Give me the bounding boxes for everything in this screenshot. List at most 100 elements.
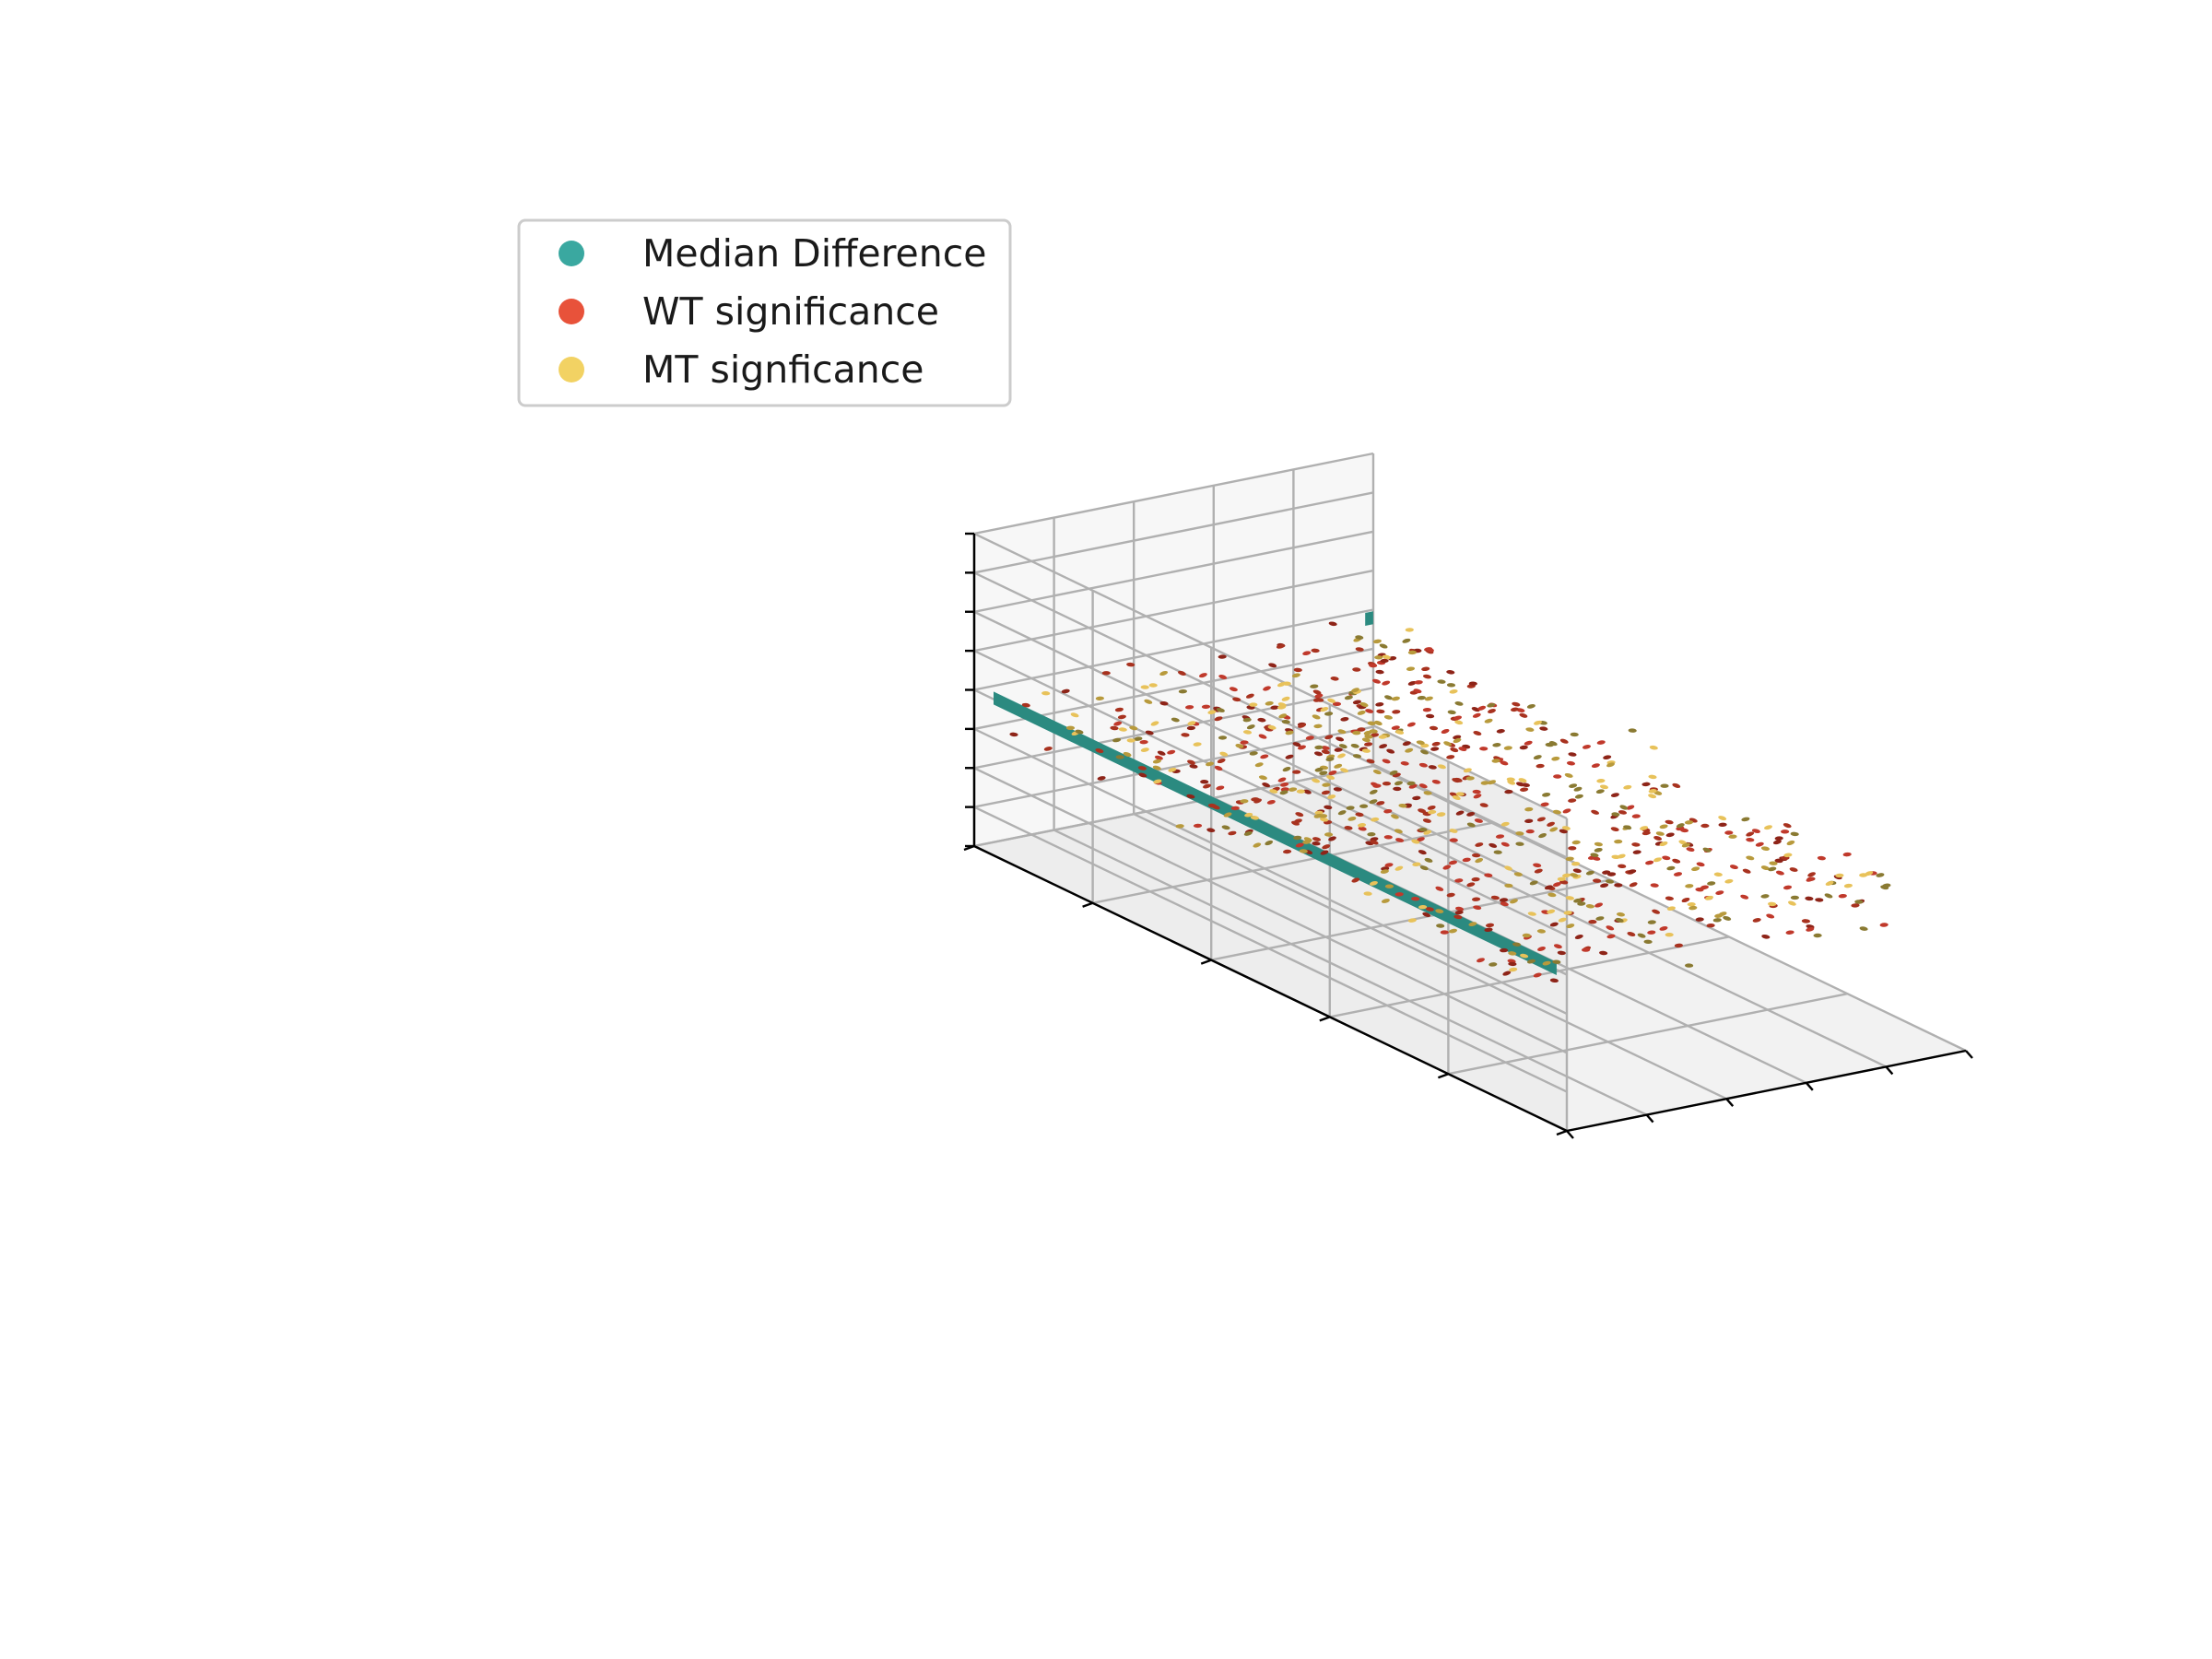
wt-point-112 [1245, 693, 1254, 699]
mt-point-143 [1595, 789, 1605, 794]
wt-point-178 [1412, 795, 1421, 801]
mt-point-238 [1112, 737, 1122, 743]
wt-point-37 [1321, 746, 1330, 750]
mt-point-182 [1487, 702, 1496, 708]
wt-point-367 [1422, 818, 1431, 823]
mt-point-177 [1337, 729, 1347, 735]
wt-point-210 [1479, 747, 1488, 751]
wt-point-404 [1599, 950, 1608, 956]
mt-point-265 [1648, 794, 1657, 799]
wt-point-270 [1448, 860, 1458, 865]
wt-point-284 [1490, 895, 1500, 900]
mt-point-315 [1585, 904, 1594, 909]
mt-point-179 [1436, 924, 1445, 928]
mt-point-234 [1859, 926, 1868, 931]
wt-point-1 [1559, 829, 1568, 834]
wt-point-38 [1358, 826, 1367, 831]
wt-point-252 [1789, 867, 1798, 872]
mt-point-219 [1768, 866, 1777, 872]
mt-point-288 [1724, 878, 1734, 884]
mt-point-254 [1648, 774, 1657, 780]
mt-point-51 [1437, 679, 1446, 684]
wt-point-224 [1382, 781, 1392, 786]
wt-point-7 [1418, 850, 1427, 855]
mt-point-299 [1623, 784, 1632, 790]
mt-point-82 [1418, 904, 1428, 910]
wt-point-70 [1431, 741, 1441, 747]
wt-point-141 [1537, 947, 1546, 951]
wt-point-387 [1631, 842, 1641, 847]
wt-point-409 [1729, 865, 1738, 870]
wt-point-419 [1369, 663, 1378, 668]
mt-point-296 [1854, 900, 1864, 904]
wt-point-211 [1525, 829, 1535, 834]
mt-point-266 [1684, 820, 1694, 825]
wt-point-326 [1386, 748, 1395, 754]
mt-point-236 [1171, 717, 1180, 723]
mt-point-58 [1492, 743, 1501, 747]
wt-point-203 [1838, 893, 1847, 899]
mt-point-268 [1175, 824, 1184, 829]
wt-point-147 [1500, 760, 1509, 766]
wt-point-376 [1766, 913, 1775, 919]
mt-point-5 [1666, 906, 1676, 912]
mt-point-245 [1436, 812, 1445, 818]
wt-point-165 [1519, 712, 1528, 718]
wt-point-334 [1364, 742, 1373, 747]
wt-point-174 [1641, 782, 1651, 787]
wt-point-380 [1781, 830, 1790, 834]
series-0 [994, 611, 1557, 975]
mt-point-14 [1371, 817, 1380, 822]
wt-point-411 [1801, 919, 1810, 924]
wt-point-288 [1187, 759, 1195, 765]
wt-point-199 [1429, 725, 1439, 731]
tick-x-1 [1645, 1113, 1654, 1124]
mt-point-72 [1594, 847, 1603, 853]
wt-point-414 [1453, 777, 1463, 782]
mt-point-39 [1193, 742, 1202, 747]
mt-point-329 [1115, 755, 1124, 759]
mt-point-243 [1552, 959, 1561, 964]
wt-point-336 [1553, 774, 1562, 779]
wt-point-103 [1500, 947, 1509, 953]
wt-point-241 [1295, 812, 1304, 818]
wt-point-205 [1752, 918, 1761, 923]
wt-point-187 [1632, 850, 1641, 854]
wt-point-359 [1672, 858, 1681, 864]
wt-point-100 [1333, 787, 1342, 792]
mt-point-309 [1402, 638, 1411, 643]
mt-point-180 [1647, 920, 1656, 924]
mt-point-284 [1351, 688, 1359, 693]
mt-point-168 [1614, 839, 1623, 844]
wt-point-239 [1496, 729, 1505, 734]
wt-point-133 [1292, 770, 1301, 774]
mt-point-186 [1411, 839, 1420, 844]
wt-point-273 [1214, 716, 1223, 722]
mt-point-308 [1352, 730, 1361, 735]
mt-point-99 [1363, 730, 1372, 735]
axis-ticks [963, 532, 1973, 1139]
mt-point-326 [1824, 893, 1833, 899]
mt-point-45 [1510, 899, 1518, 904]
mt-point-103 [1571, 840, 1581, 845]
wt-point-391 [1095, 748, 1104, 753]
mt-point-205 [1611, 812, 1620, 817]
wt-point-320 [1474, 818, 1483, 823]
mt-point-173 [1265, 840, 1274, 846]
wt-point-113 [1400, 761, 1409, 766]
wt-point-160 [1418, 783, 1428, 789]
mt-point-71 [1148, 683, 1158, 688]
wt-point-118 [1472, 853, 1481, 858]
mt-point-175 [1338, 744, 1347, 749]
wt-point-169 [1392, 710, 1401, 714]
wt-point-117 [1582, 745, 1592, 749]
mt-point-336 [1253, 842, 1262, 848]
mt-point-199 [1218, 735, 1228, 740]
wt-point-87 [1009, 732, 1018, 737]
mt-point-202 [1660, 783, 1669, 788]
wt-point-316 [1186, 725, 1195, 731]
mt-point-140 [1659, 841, 1668, 847]
mt-point-122 [1676, 823, 1685, 829]
mt-point-161 [1379, 643, 1388, 649]
mt-point-119 [1129, 725, 1138, 731]
